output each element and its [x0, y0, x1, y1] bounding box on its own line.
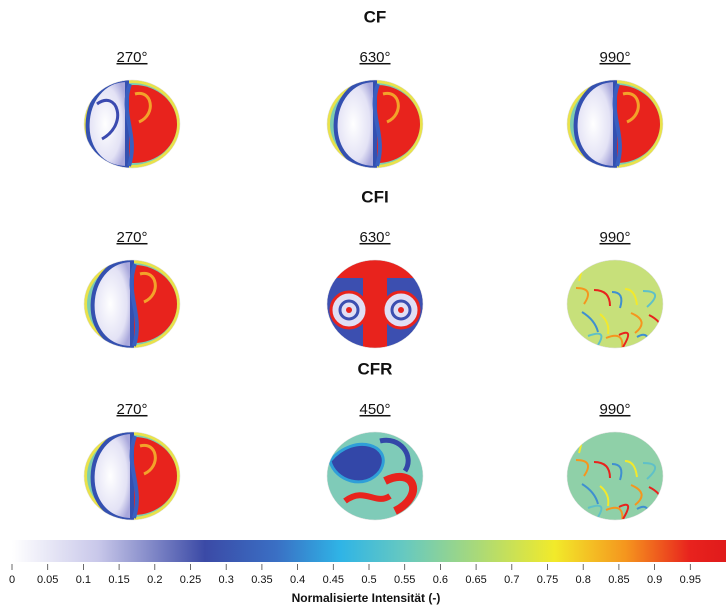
colorbar-tick-label: 0.45	[323, 574, 344, 586]
colorbar-tick-label: 0.9	[647, 574, 662, 586]
simulation-image	[567, 432, 663, 522]
section-title: CF	[364, 7, 387, 26]
simulation-image	[567, 80, 663, 168]
colorbar-tick-label: 0.05	[37, 574, 58, 586]
colorbar-tick-label: 0.35	[251, 574, 272, 586]
section: CFR 270° 450° 990°	[84, 359, 663, 522]
colorbar	[12, 540, 726, 562]
angle-label: 990°	[599, 401, 630, 418]
angle-label: 270°	[116, 401, 147, 418]
colorbar-tick-label: 0.5	[361, 574, 376, 586]
simulation-image	[327, 260, 423, 354]
colorbar-tick-label: 0.55	[394, 574, 415, 586]
simulation-image	[84, 260, 180, 348]
simulation-image	[327, 80, 423, 168]
colorbar-tick-label: 0.1	[76, 574, 91, 586]
colorbar-tick-label: 0.2	[147, 574, 162, 586]
colorbar-tick-label: 0.85	[608, 574, 629, 586]
figure: CF 270° 630° 990° CFI 270° 630° 990° CFR 270° 450°…	[0, 0, 726, 611]
red-top	[327, 260, 423, 278]
colorbar-tick-label: 0	[9, 574, 15, 586]
colorbar-tick-label: 0.65	[465, 574, 486, 586]
colorbar-tick-label: 0.7	[504, 574, 519, 586]
colorbar-tick-label: 0.95	[680, 574, 701, 586]
section-title: CFR	[358, 359, 393, 378]
vortex	[398, 307, 404, 313]
colorbar-tick-label: 0.75	[537, 574, 558, 586]
angle-label: 990°	[599, 229, 630, 246]
simulation-image	[84, 80, 180, 168]
colorbar-tick-label: 0.15	[108, 574, 129, 586]
simulation-image	[567, 260, 663, 350]
section: CFI 270° 630° 990°	[84, 187, 663, 354]
simulation-image	[84, 432, 180, 520]
colorbar-tick-label: 0.4	[290, 574, 305, 586]
angle-label: 990°	[599, 49, 630, 66]
angle-label: 630°	[359, 229, 390, 246]
angle-label: 630°	[359, 49, 390, 66]
colorbar-title: Normalisierte Intensität (-)	[292, 591, 441, 605]
colorbar-tick-label: 0.3	[219, 574, 234, 586]
simulation-image	[327, 432, 423, 520]
angle-label: 270°	[116, 49, 147, 66]
section-title: CFI	[361, 187, 388, 206]
colorbar-tick-label: 0.25	[180, 574, 201, 586]
colorbar-tick-label: 0.6	[433, 574, 448, 586]
section: CF 270° 630° 990°	[84, 7, 663, 168]
vortex	[346, 307, 352, 313]
angle-label: 270°	[116, 229, 147, 246]
flow-structure	[88, 80, 127, 168]
angle-label: 450°	[359, 401, 390, 418]
colorbar-tick-label: 0.8	[576, 574, 591, 586]
